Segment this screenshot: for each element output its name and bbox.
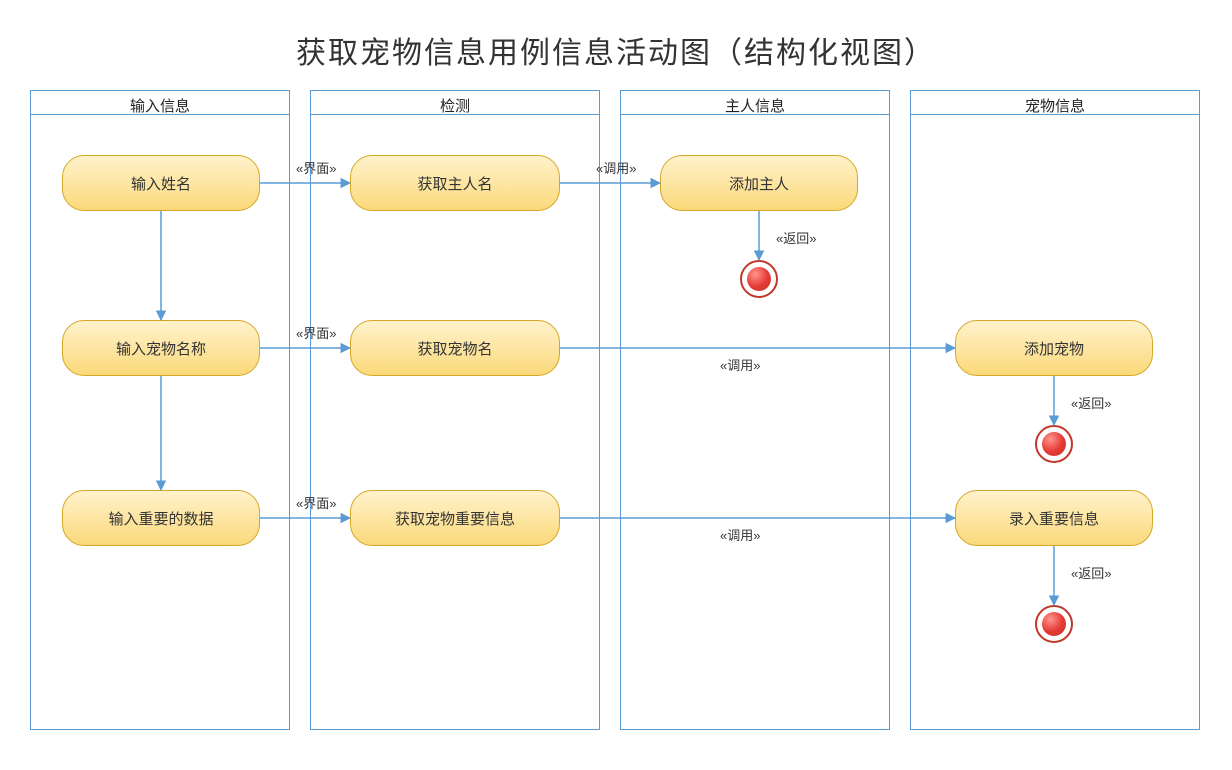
activity-label: 获取主人名	[417, 173, 492, 194]
activity-label: 录入重要信息	[1009, 508, 1099, 529]
activity-label: 添加主人	[729, 173, 789, 194]
end-node-icon	[740, 260, 778, 298]
activity-input-pet-name: 输入宠物名称	[62, 320, 260, 376]
activity-get-owner-name: 获取主人名	[350, 155, 560, 211]
swimlane-header: 宠物信息	[911, 91, 1199, 115]
activity-label: 输入姓名	[131, 173, 191, 194]
edge-label: «界面»	[296, 323, 336, 342]
edge-label: «返回»	[1071, 563, 1111, 582]
activity-input-name: 输入姓名	[62, 155, 260, 211]
activity-get-pet-info: 获取宠物重要信息	[350, 490, 560, 546]
end-node-icon	[1035, 605, 1073, 643]
swimlane-header: 检测	[311, 91, 599, 115]
diagram-title: 获取宠物信息用例信息活动图（结构化视图）	[0, 28, 1232, 72]
activity-label: 输入宠物名称	[116, 338, 206, 359]
diagram-canvas: 获取宠物信息用例信息活动图（结构化视图） 输入信息 检测 主人信息 宠物信息 输…	[0, 0, 1232, 770]
activity-get-pet-name: 获取宠物名	[350, 320, 560, 376]
swimlane-header: 输入信息	[31, 91, 289, 115]
activity-label: 获取宠物重要信息	[395, 508, 515, 529]
edge-label: «界面»	[296, 493, 336, 512]
activity-record-info: 录入重要信息	[955, 490, 1153, 546]
activity-input-important-data: 输入重要的数据	[62, 490, 260, 546]
activity-add-owner: 添加主人	[660, 155, 858, 211]
swimlane-header: 主人信息	[621, 91, 889, 115]
activity-add-pet: 添加宠物	[955, 320, 1153, 376]
end-node-inner-icon	[1042, 612, 1066, 636]
edge-label: «调用»	[720, 525, 760, 544]
edge-label: «调用»	[596, 158, 636, 177]
edge-label: «返回»	[1071, 393, 1111, 412]
activity-label: 添加宠物	[1024, 338, 1084, 359]
end-node-inner-icon	[747, 267, 771, 291]
end-node-inner-icon	[1042, 432, 1066, 456]
activity-label: 输入重要的数据	[108, 508, 213, 529]
activity-label: 获取宠物名	[417, 338, 492, 359]
edge-label: «调用»	[720, 355, 760, 374]
edge-label: «返回»	[776, 228, 816, 247]
end-node-icon	[1035, 425, 1073, 463]
edge-label: «界面»	[296, 158, 336, 177]
